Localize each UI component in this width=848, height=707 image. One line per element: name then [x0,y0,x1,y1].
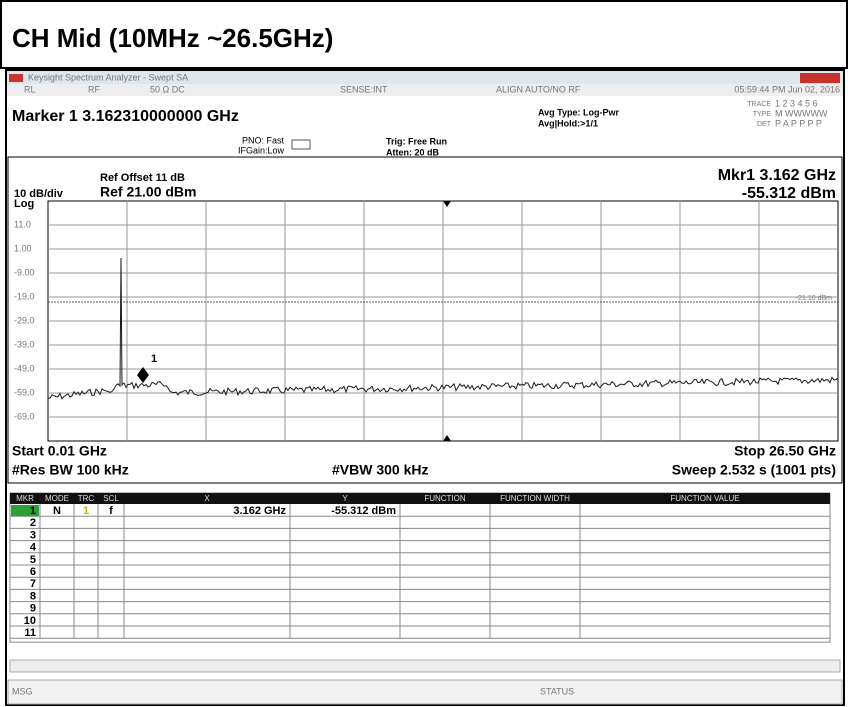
res-bw: #Res BW 100 kHz [12,462,129,478]
cell: 4 [30,542,37,554]
y-label: -39.0 [14,339,35,349]
column-header: FUNCTION [424,494,466,503]
table-header [10,493,830,504]
marker-label: 1 [151,353,157,365]
column-header: SCL [103,494,119,503]
cell: N [53,505,61,517]
y-label: -49.0 [14,363,35,373]
y-label: -29.0 [14,315,35,325]
table-frame [9,492,831,643]
pno: PNO: Fast [242,135,285,145]
trace-numbers: 1 2 3 4 5 6 [775,98,818,108]
cell: 1 [30,505,36,517]
status-bar [7,84,843,96]
column-header: FUNCTION WIDTH [500,494,570,503]
ref-offset: Ref Offset 11 dB [100,172,185,184]
y-label: 1.00 [14,243,32,253]
cell: 1 [83,505,89,517]
window-controls[interactable] [800,73,840,83]
app-icon [9,74,23,82]
cell: 5 [30,554,36,566]
title-bar [7,71,843,84]
column-header: MKR [16,494,34,503]
avg-type: Avg Type: Log-Pwr [538,107,619,117]
marker-frequency: Mkr1 3.162 GHz [718,167,836,184]
y-label: -9.00 [14,267,35,277]
status-item: 50 Ω DC [150,84,185,94]
cell: 9 [30,603,36,615]
status-item: SENSE:INT [340,84,388,94]
cell: 3.162 GHz [233,505,286,517]
y-label: -19.0 [14,291,35,301]
column-header: X [204,494,210,503]
y-label: 11.0 [14,219,31,229]
status-label: STATUS [540,686,574,696]
type-label: TYPE [753,111,772,118]
window-title: Keysight Spectrum Analyzer - Swept SA [28,72,188,82]
cell: 8 [30,590,36,602]
start-freq: Start 0.01 GHz [12,443,107,459]
cell: 7 [30,578,36,590]
cell: 6 [30,566,36,578]
cell: 11 [24,627,36,639]
cell: 2 [30,517,36,529]
message-bar [7,679,843,705]
trace-label: TRACE [747,101,771,108]
avg-hold: Avg|Hold:>1/1 [538,118,598,128]
status-item: RL [24,84,36,94]
y-label: -69.0 [14,411,35,421]
trig-icon [291,139,311,150]
marker-readout: Marker 1 3.162310000000 GHz [12,108,239,125]
log: Log [14,198,34,210]
cell: 10 [24,615,36,627]
msg-label: MSG [12,686,33,696]
cell: f [109,505,113,517]
status-item: ALIGN AUTO/NO RF [496,84,581,94]
header-title: CH Mid (10MHz ~26.5GHz) [12,23,333,53]
cell: -55.312 dBm [331,505,396,517]
cell: 3 [30,529,36,541]
marker-amplitude: -55.312 dBm [742,185,836,202]
vbw: #VBW 300 kHz [332,462,428,478]
det-label: DET [757,121,772,128]
ref-level: Ref 21.00 dBm [100,184,196,200]
scrollbar[interactable] [9,659,841,673]
atten: Atten: 20 dB [386,147,440,157]
status-item: RF [88,84,100,94]
trace-types: M WWWWW [775,108,828,118]
row-selected [11,505,39,517]
y-label: -59.0 [14,387,35,397]
sweep: Sweep 2.532 s (1001 pts) [672,462,836,478]
column-header: FUNCTION VALUE [670,494,739,503]
trig: Trig: Free Run [386,136,447,146]
ifgain: IFGain:Low [238,145,285,155]
marker-diamond [137,367,149,383]
detectors: P A P P P P [775,118,822,128]
status-item: 05:59:44 PM Jun 02, 2016 [734,84,840,94]
stop-freq: Stop 26.50 GHz [734,443,836,459]
header-box [0,0,848,69]
column-header: MODE [45,494,69,503]
column-header: Y [342,494,348,503]
scale: 10 dB/div [14,188,64,200]
display-line-label: -21.10 dBm [796,295,832,302]
column-header: TRC [78,494,95,503]
trace [47,257,839,400]
